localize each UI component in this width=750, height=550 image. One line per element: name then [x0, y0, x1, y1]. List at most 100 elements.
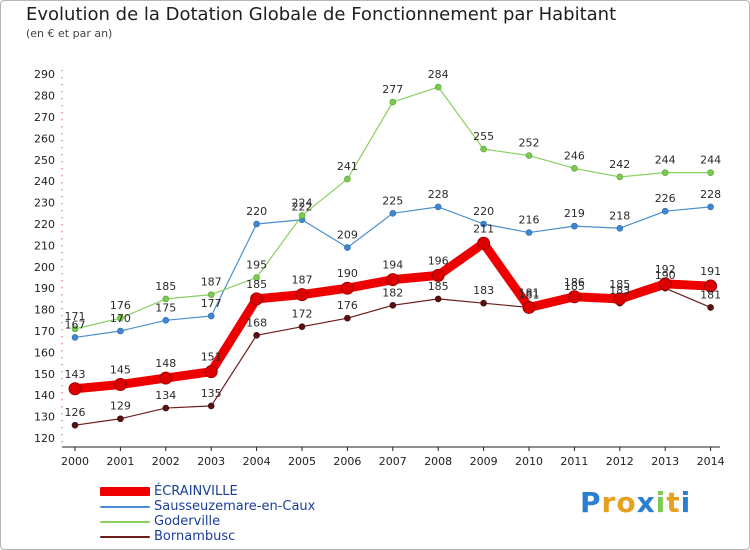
data-label-sausseuzemare-en-caux: 228	[428, 188, 449, 201]
data-label-goderville: 284	[428, 68, 449, 81]
y-tick-label: 230	[34, 197, 55, 210]
data-point-goderville	[117, 314, 124, 322]
data-point-goderville	[207, 291, 215, 298]
y-tick-label: 130	[34, 411, 55, 424]
data-point-sausseuzemare-en-caux	[389, 210, 397, 217]
logo-letter: i	[680, 486, 692, 519]
data-label--crainville: 145	[110, 364, 131, 377]
x-tick-label: 2010	[515, 455, 543, 468]
y-tick-label: 190	[34, 282, 55, 295]
data-label-goderville: 185	[155, 280, 176, 293]
data-point-goderville	[298, 212, 306, 219]
legend-label-bornambusc: Bornambusc	[154, 528, 236, 544]
data-label-bornambusc: 135	[201, 387, 222, 400]
data-point-goderville	[253, 274, 260, 281]
data-point--crainville	[522, 300, 536, 314]
logo-letter: P	[580, 486, 602, 519]
data-point-goderville	[389, 98, 397, 106]
data-point-bornambusc	[434, 295, 442, 303]
y-tick-label: 260	[34, 132, 55, 145]
data-point-sausseuzemare-en-caux	[71, 334, 79, 341]
data-point-bornambusc	[207, 402, 215, 410]
data-point-bornambusc	[344, 314, 351, 322]
data-point-bornambusc	[162, 404, 170, 412]
data-point-sausseuzemare-en-caux	[253, 220, 260, 228]
y-tick-label: 290	[34, 68, 55, 81]
data-point-sausseuzemare-en-caux	[162, 316, 170, 324]
data-label-goderville: 244	[655, 154, 676, 167]
data-label-bornambusc: 190	[655, 269, 676, 282]
data-label--crainville: 190	[337, 267, 358, 280]
data-label-sausseuzemare-en-caux: 228	[700, 188, 721, 201]
legend-item-bornambusc: Bornambusc	[100, 529, 315, 544]
legend-item-ecrainville: ÉCRAINVILLE	[100, 484, 315, 499]
data-label-sausseuzemare-en-caux: 226	[655, 192, 676, 205]
data-label-sausseuzemare-en-caux: 220	[246, 205, 267, 218]
data-point-goderville	[661, 169, 669, 176]
data-label-goderville: 187	[201, 276, 222, 289]
data-point--crainville	[386, 273, 400, 287]
y-tick-label: 170	[34, 325, 55, 338]
logo-letter: r	[601, 486, 617, 519]
legend-item-sausseuzemare: Sausseuzemare-en-Caux	[100, 499, 315, 514]
data-label--crainville: 186	[564, 276, 585, 289]
legend-swatch-sausseuzemare	[100, 505, 150, 508]
legend-label-sausseuzemare: Sausseuzemare-en-Caux	[154, 498, 316, 514]
data-point--crainville	[431, 268, 445, 282]
data-point-bornambusc	[480, 299, 487, 307]
data-label--crainville: 185	[246, 278, 267, 291]
y-tick-label: 210	[34, 239, 55, 252]
data-point-goderville	[71, 325, 79, 333]
data-point--crainville	[159, 371, 173, 385]
data-label-bornambusc: 168	[246, 316, 267, 329]
data-label--crainville: 191	[700, 265, 721, 278]
data-point-sausseuzemare-en-caux	[616, 224, 624, 232]
data-point-sausseuzemare-en-caux	[525, 229, 533, 236]
chart-subtitle: (en € et par an)	[26, 27, 113, 40]
data-label-goderville: 171	[65, 310, 86, 323]
x-tick-label: 2013	[651, 455, 679, 468]
axes: 120 130 140 150 160 170 180 190 200 210 220 230 240 2…	[34, 68, 725, 468]
data-point--crainville	[477, 236, 491, 250]
data-label-goderville: 241	[337, 160, 358, 173]
logo-letter: o	[616, 486, 637, 519]
data-point--crainville	[340, 281, 354, 295]
data-label-goderville: 255	[473, 130, 494, 143]
data-label-sausseuzemare-en-caux: 220	[473, 205, 494, 218]
data-point-bornambusc	[117, 415, 124, 423]
data-point-sausseuzemare-en-caux	[707, 203, 714, 211]
data-point-goderville	[162, 295, 170, 303]
data-point--crainville	[204, 365, 218, 379]
data-label-sausseuzemare-en-caux: 218	[609, 209, 630, 222]
data-point-goderville	[525, 152, 533, 159]
logo-letter: t	[666, 486, 681, 519]
data-label-sausseuzemare-en-caux: 209	[337, 229, 358, 242]
data-label-sausseuzemare-en-caux: 177	[201, 297, 222, 310]
data-point-bornambusc	[71, 421, 79, 429]
data-label--crainville: 187	[292, 274, 313, 287]
data-label--crainville: 148	[155, 357, 176, 370]
x-tick-label: 2014	[697, 455, 725, 468]
data-label-bornambusc: 182	[382, 286, 403, 299]
data-label-bornambusc: 134	[155, 389, 176, 402]
x-tick-label: 2000	[61, 455, 89, 468]
data-label-goderville: 242	[609, 158, 630, 171]
data-label--crainville: 143	[65, 368, 86, 381]
data-label--crainville: 181	[519, 286, 540, 299]
data-label--crainville: 192	[655, 263, 676, 276]
y-tick-label: 180	[34, 304, 55, 317]
logo-letter: x	[636, 486, 656, 519]
y-tick-label: 240	[34, 175, 55, 188]
data-label-bornambusc: 181	[519, 288, 540, 301]
y-tick-label: 200	[34, 261, 55, 274]
data-label-goderville: 246	[564, 149, 585, 162]
data-point-sausseuzemare-en-caux	[117, 327, 124, 335]
data-point-goderville	[344, 175, 351, 183]
legend-swatch-ecrainville	[100, 487, 150, 496]
logo-letter: i	[655, 486, 667, 519]
x-tick-label: 2006	[333, 455, 361, 468]
x-tick-label: 2003	[197, 455, 225, 468]
data-point--crainville	[567, 290, 581, 304]
data-point--crainville	[250, 292, 264, 306]
